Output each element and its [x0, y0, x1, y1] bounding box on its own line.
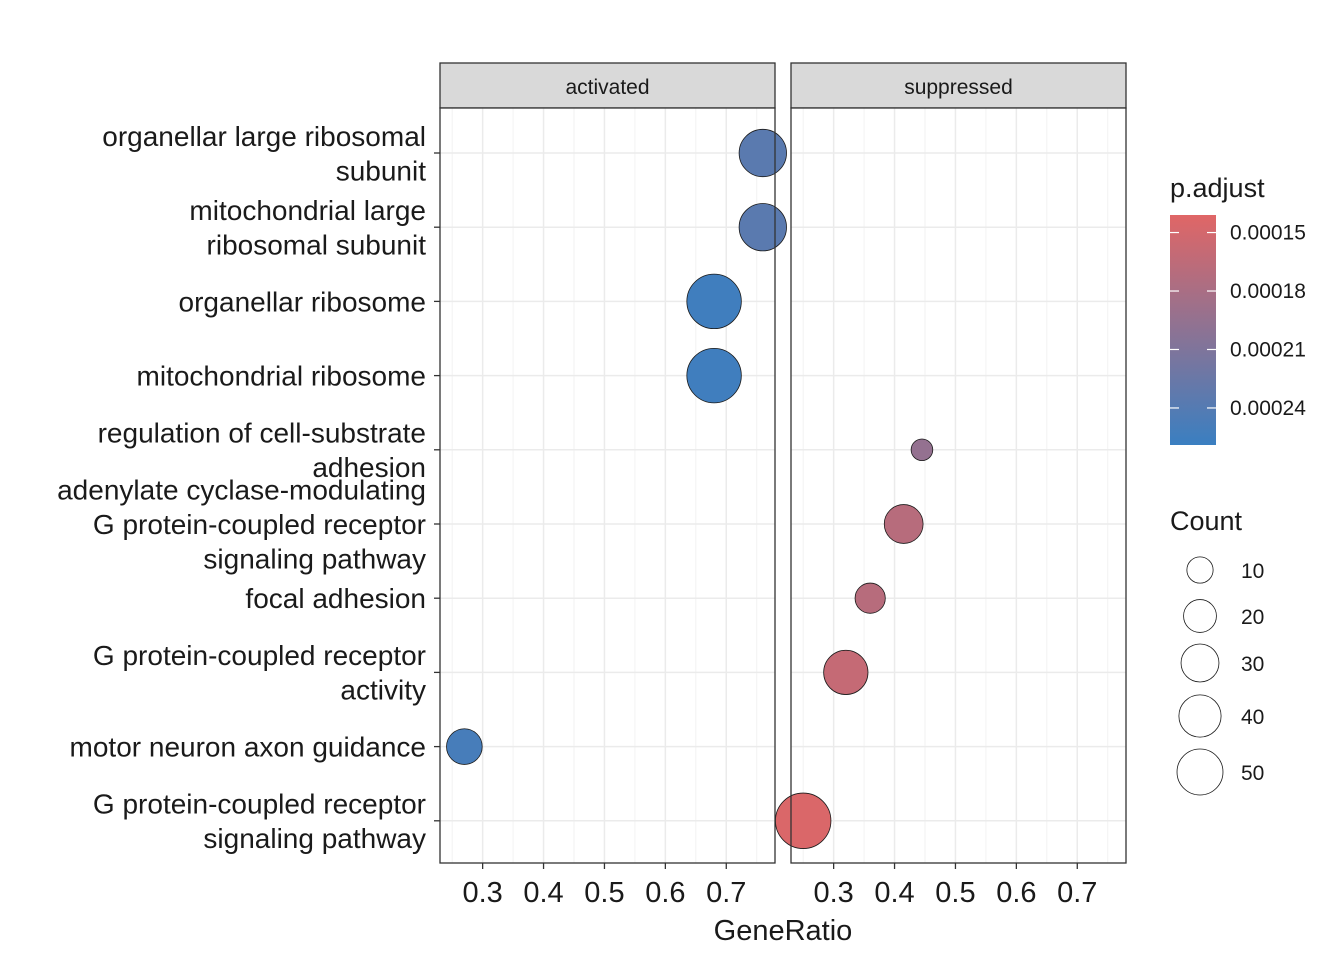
data-point — [446, 728, 483, 765]
y-tick-label: G protein-coupled receptor activity — [93, 640, 426, 706]
y-tick-label: organellar large ribosomal subunit — [102, 121, 426, 187]
panel-border — [790, 107, 1127, 864]
size-legend-label: 20 — [1241, 606, 1264, 629]
data-point — [686, 347, 742, 404]
x-tick-label: 0.6 — [645, 877, 685, 909]
color-legend-bar — [1170, 215, 1216, 445]
size-legend-label: 50 — [1241, 762, 1264, 785]
color-legend-label: 0.00021 — [1230, 338, 1306, 361]
color-legend-label: 0.00024 — [1230, 397, 1306, 420]
size-legend-key — [1183, 599, 1217, 633]
x-tick-label: 0.7 — [1057, 877, 1097, 909]
y-tick-label: G protein-coupled receptor signaling path… — [93, 789, 426, 855]
facet-strip — [439, 62, 776, 109]
y-tick-label: mitochondrial ribosome — [137, 361, 426, 392]
size-legend-label: 10 — [1241, 560, 1264, 583]
data-point — [738, 203, 787, 252]
data-point — [854, 582, 886, 614]
x-tick-label: 0.3 — [813, 877, 853, 909]
data-point — [823, 649, 869, 695]
x-tick-label: 0.4 — [874, 877, 914, 909]
data-point — [686, 273, 742, 330]
size-legend-key — [1176, 748, 1224, 796]
size-legend-title: Count — [1170, 506, 1243, 536]
panel-background — [791, 108, 1126, 863]
data-point — [910, 438, 934, 462]
size-legend-key — [1186, 556, 1214, 584]
facet-strip-label: suppressed — [904, 76, 1013, 99]
color-legend-label: 0.00018 — [1230, 280, 1306, 303]
panel-background — [440, 108, 775, 863]
x-tick-label: 0.3 — [462, 877, 502, 909]
x-tick-label: 0.5 — [935, 877, 975, 909]
size-legend-label: 30 — [1241, 653, 1264, 676]
x-axis-title: GeneRatio — [714, 915, 853, 947]
y-tick-label: focal adhesion — [245, 583, 426, 614]
facet-strip — [790, 62, 1127, 109]
size-legend-key — [1178, 694, 1222, 738]
data-point — [738, 128, 787, 178]
y-tick-label: organellar ribosome — [179, 286, 426, 317]
facet-strip-label: activated — [565, 76, 649, 99]
data-point — [775, 792, 832, 849]
size-legend-label: 40 — [1241, 706, 1264, 729]
data-point — [883, 504, 924, 544]
size-legend-key — [1180, 643, 1220, 683]
x-tick-label: 0.6 — [996, 877, 1036, 909]
x-tick-label: 0.7 — [706, 877, 746, 909]
panel-border — [439, 107, 776, 864]
y-tick-label: adenylate cyclase-modulating G protein-co… — [57, 475, 426, 575]
y-tick-label: regulation of cell-substrate adhesion — [98, 418, 426, 484]
x-tick-label: 0.5 — [584, 877, 624, 909]
color-legend-title: p.adjust — [1170, 173, 1265, 203]
x-tick-label: 0.4 — [523, 877, 563, 909]
color-legend-label: 0.00015 — [1230, 222, 1306, 245]
y-tick-label: motor neuron axon guidance — [70, 732, 426, 763]
y-tick-label: mitochondrial large ribosomal subunit — [189, 195, 426, 261]
